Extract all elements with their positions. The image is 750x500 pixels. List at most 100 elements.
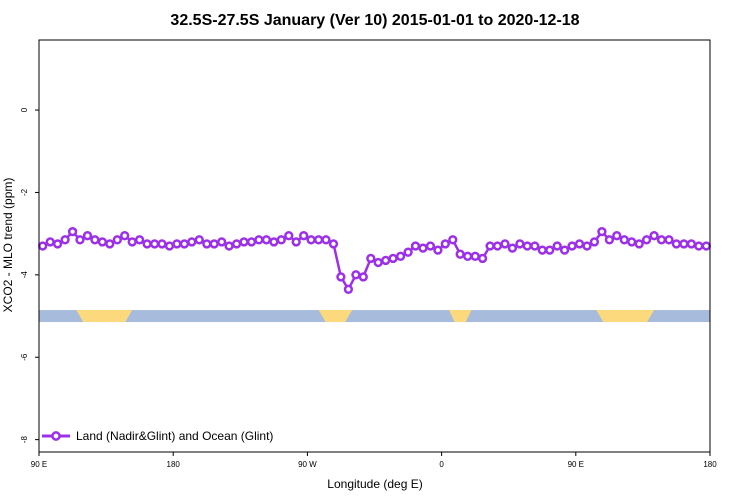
data-point [694, 241, 704, 251]
data-point [291, 237, 301, 247]
data-point [470, 251, 480, 261]
data-point [641, 235, 652, 245]
data-point [440, 239, 450, 249]
data-point [477, 253, 488, 264]
land-segment [596, 310, 655, 323]
data-point [306, 235, 316, 245]
data-point [261, 235, 272, 245]
data-point [433, 245, 443, 255]
data-point [149, 239, 160, 249]
data-point [597, 226, 607, 237]
legend-marker [51, 431, 61, 441]
x-tick-label: 180 [703, 460, 717, 469]
data-point [269, 237, 279, 247]
data-point [120, 231, 130, 241]
plot-frame [38, 39, 711, 453]
data-point [276, 235, 286, 245]
data-point [231, 239, 242, 249]
data-point [127, 237, 137, 247]
data-point [664, 235, 674, 245]
x-tick-label: 90 E [568, 460, 584, 469]
data-point [410, 241, 421, 251]
y-axis-label: XCO2 - MLO trend (ppm) [1, 178, 15, 313]
y-tick-label: -2 [20, 188, 29, 196]
ocean-bar [39, 310, 710, 323]
data-point [627, 237, 637, 247]
y-tick-label: -4 [20, 271, 29, 279]
y-tick-label: 0 [20, 107, 29, 112]
data-point [134, 235, 145, 245]
chart-title: 32.5S-27.5S January (Ver 10) 2015-01-01 … [170, 12, 579, 29]
data-point [179, 239, 190, 249]
data-point [679, 239, 689, 249]
x-tick-label: 180 [167, 460, 181, 469]
legend: Land (Nadir&Glint) and Ocean (Glint) [42, 429, 273, 443]
x-tick-label: 0 [439, 460, 444, 469]
data-point [38, 241, 48, 251]
data-point [381, 255, 391, 266]
data-point [112, 235, 122, 245]
data-point [90, 235, 100, 245]
data-point [97, 237, 108, 247]
data-point [224, 241, 234, 251]
data-point [358, 272, 368, 282]
data-point [485, 241, 495, 251]
data-point [52, 239, 63, 249]
data-point [559, 245, 570, 255]
data-point [388, 253, 398, 264]
data-point [701, 241, 711, 251]
data-point [336, 272, 346, 282]
data-point [463, 251, 473, 261]
x-axis-label: Longitude (deg E) [327, 477, 422, 491]
y-tick-label: -6 [20, 353, 29, 361]
data-point [351, 270, 361, 280]
data-point [67, 226, 78, 237]
data-point [612, 231, 622, 241]
data-point [649, 231, 659, 241]
axis-ticks: 90 E 180 90 W 0 90 E 180 0 -2 -4 -6 -8 [20, 107, 717, 469]
data-point [209, 239, 219, 249]
data-point [164, 241, 175, 251]
data-point [313, 235, 324, 245]
data-point [328, 239, 339, 249]
data-point [343, 284, 354, 294]
data-point [425, 241, 436, 251]
data-point [217, 237, 227, 247]
data-point [515, 239, 525, 249]
land-segment [318, 310, 353, 323]
land-segment [76, 310, 133, 323]
data-point [418, 243, 428, 253]
series-layer [38, 226, 711, 294]
data-point [604, 235, 615, 245]
data-point [537, 245, 547, 255]
data-point [671, 239, 682, 249]
data-point [187, 237, 197, 247]
data-point [142, 239, 152, 249]
data-point [239, 237, 249, 247]
data-point [246, 237, 257, 247]
data-point [157, 239, 167, 249]
data-point [500, 239, 510, 249]
surface-type-bar [39, 310, 710, 323]
data-point [492, 241, 503, 251]
data-point [202, 239, 212, 249]
data-point [545, 245, 555, 255]
data-point [105, 239, 115, 249]
x-tick-label: 90 W [298, 460, 317, 469]
data-point [82, 231, 93, 241]
data-point [194, 235, 204, 245]
data-point [552, 241, 562, 251]
data-point [75, 235, 85, 245]
data-point [254, 235, 264, 245]
data-point [172, 239, 182, 249]
data-point [619, 235, 629, 245]
data-point [574, 239, 585, 249]
y-tick-label: -8 [20, 436, 29, 444]
data-point [589, 237, 600, 247]
data-point [582, 241, 592, 251]
data-point [395, 251, 406, 261]
x-tick-label: 90 E [31, 460, 47, 469]
data-point [403, 247, 413, 257]
data-point [60, 235, 70, 245]
